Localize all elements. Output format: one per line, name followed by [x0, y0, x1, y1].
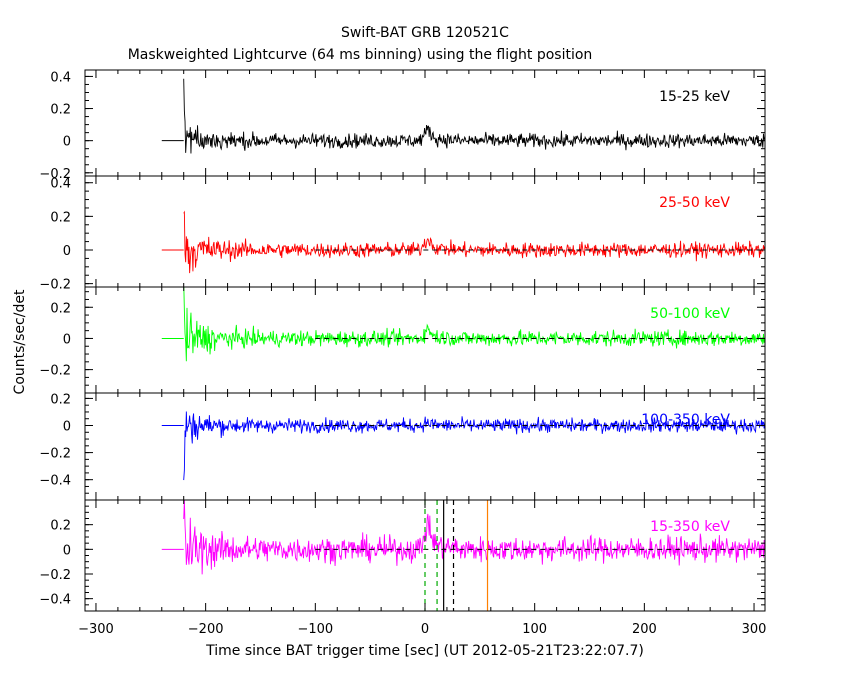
ytick-label: 0.2: [50, 392, 71, 407]
lightcurve-4: [183, 411, 765, 481]
panel-data-group: [161, 78, 765, 154]
panel-frame-1: [84, 69, 766, 177]
band-label-5: 15-350 keV: [650, 519, 730, 535]
lightcurve-3: [183, 287, 765, 362]
chart-title: Swift-BAT GRB 120521C: [341, 25, 509, 41]
y-axis-label: Counts/sec/det: [12, 289, 28, 394]
xtick-label: 300: [742, 622, 767, 637]
band-label-4: 100-350 keV: [641, 412, 730, 428]
ytick-label: −0.2: [39, 278, 71, 293]
panel-3: −0.2 0 0.2 50-100 keV: [39, 286, 766, 394]
ytick-label: 0.2: [50, 301, 71, 316]
xtick-label: −300: [78, 622, 114, 637]
ytick-label: 0.4: [50, 177, 71, 192]
ytick-label: −0.2: [39, 167, 71, 182]
panel-2: −0.2 0 0.2 0.4 25-50 keV: [39, 175, 766, 293]
lightcurve-5: [183, 500, 765, 575]
ytick-label: 0: [63, 332, 71, 347]
ytick-label: −0.2: [39, 364, 71, 379]
ytick-label: 0.4: [50, 70, 71, 85]
x-axis: −300 −200 −100 0 100 200 300: [78, 622, 766, 637]
ytick-label: 0.2: [50, 210, 71, 225]
panel-data-group: [161, 500, 765, 575]
xtick-label: 100: [522, 622, 547, 637]
band-label-1: 15-25 keV: [659, 89, 730, 105]
ytick-label: 0: [63, 420, 71, 435]
chart-subtitle: Maskweighted Lightcurve (64 ms binning) …: [128, 47, 593, 63]
xtick-label: 0: [421, 622, 429, 637]
panel-4: −0.4 −0.2 0 0.2 100-350 keV: [39, 392, 766, 501]
panel-data-group: [161, 210, 765, 274]
panel-data-group: [161, 287, 765, 362]
ytick-label: 0.2: [50, 519, 71, 534]
xtick-label: 200: [632, 622, 657, 637]
ytick-label: −0.2: [39, 568, 71, 583]
ytick-label: −0.4: [39, 593, 71, 608]
panels-group: −0.2 0 0.2 0.4 15-25 keV −0.2 0 0.2 0.4 25-50 keV…: [39, 69, 766, 612]
xtick-label: −200: [188, 622, 224, 637]
band-label-2: 25-50 keV: [659, 195, 730, 211]
panel-frame-2: [84, 175, 766, 288]
panel-1: −0.2 0 0.2 0.4 15-25 keV: [39, 69, 766, 182]
ytick-label: 0: [63, 543, 71, 558]
ytick-label: −0.4: [39, 474, 71, 489]
lightcurve-1: [183, 78, 765, 154]
band-label-3: 50-100 keV: [650, 306, 730, 322]
xtick-label: −100: [297, 622, 333, 637]
panel-data-group: [161, 411, 765, 481]
ytick-label: 0: [63, 244, 71, 259]
panel-5: −0.4 −0.2 0 0.2 15-350 keV: [39, 499, 766, 612]
ytick-label: 0: [63, 135, 71, 150]
x-axis-label: Time since BAT trigger time [sec] (UT 20…: [205, 643, 644, 659]
panel-frame-4: [84, 392, 766, 501]
lightcurve-2: [183, 210, 765, 274]
ytick-label: 0.2: [50, 103, 71, 118]
ytick-label: −0.2: [39, 447, 71, 462]
